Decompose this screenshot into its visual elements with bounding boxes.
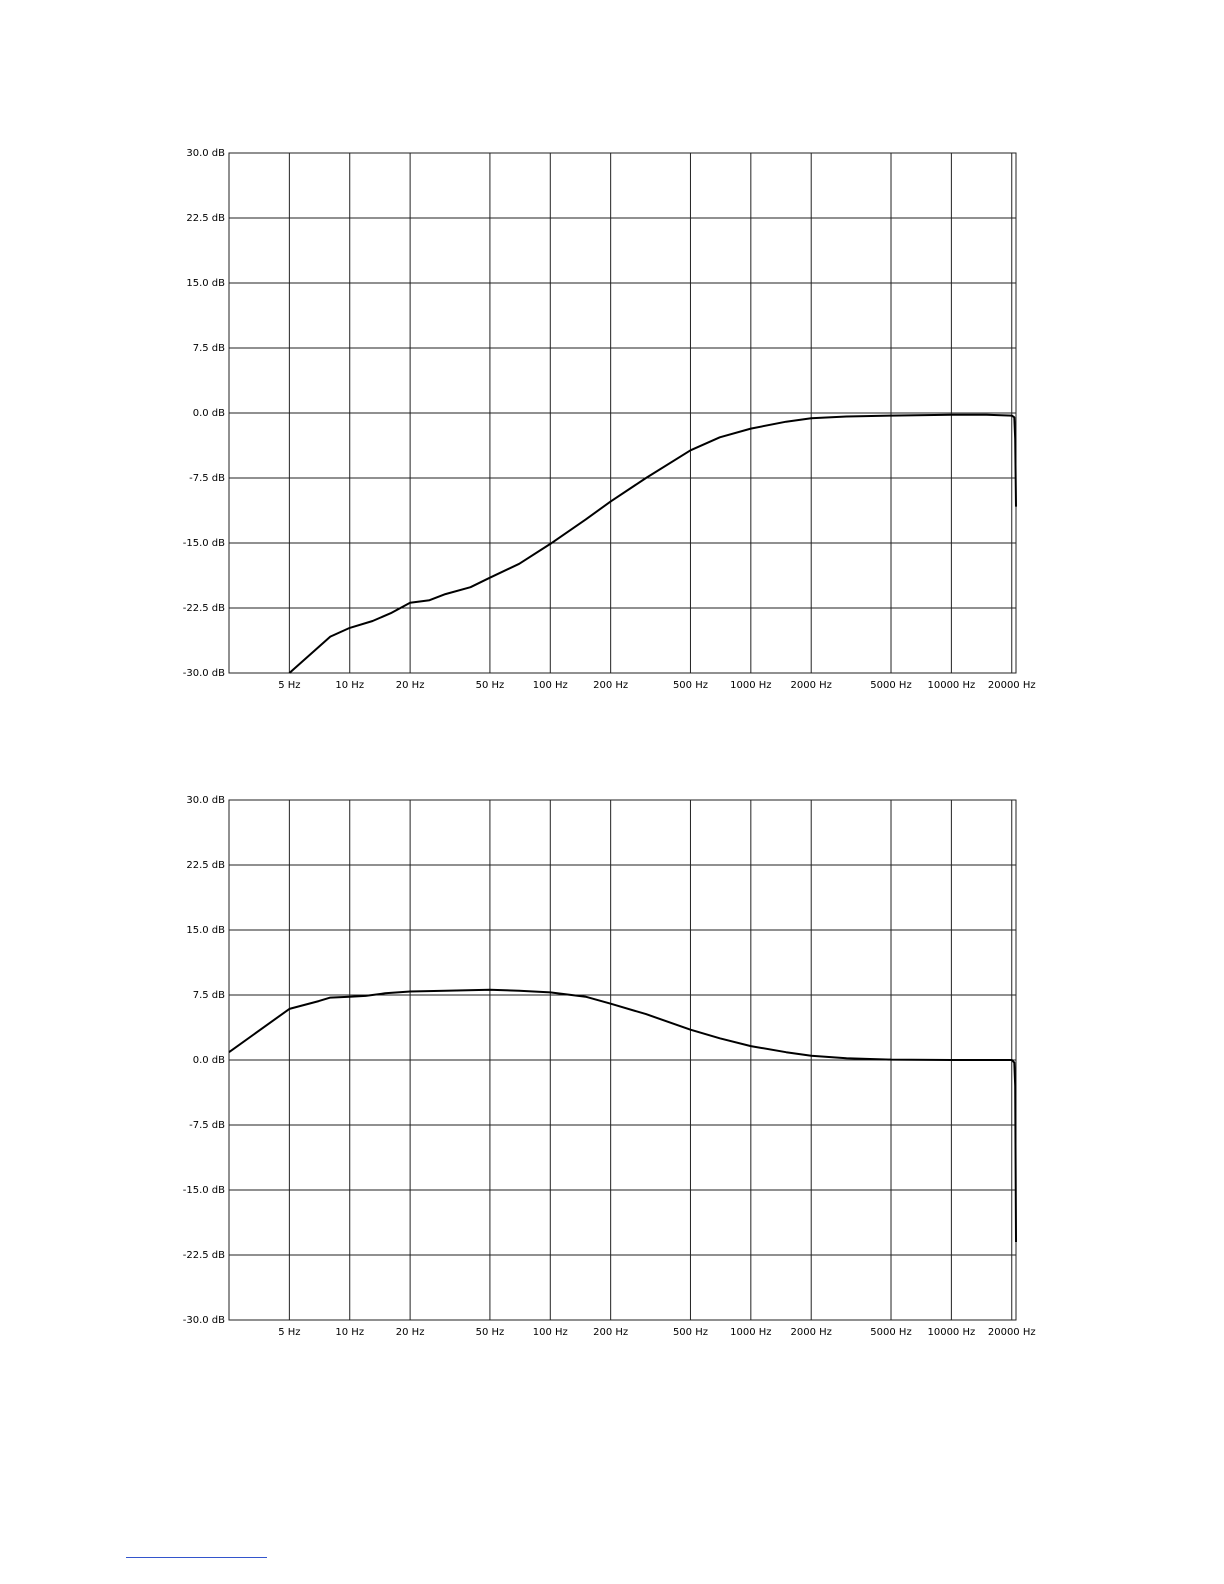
x-tick-label: 10 Hz	[335, 1327, 364, 1338]
x-tick-label: 2000 Hz	[791, 1327, 832, 1338]
x-tick-label: 500 Hz	[673, 1327, 708, 1338]
x-tick-label: 5000 Hz	[870, 1327, 911, 1338]
chart-svg-bottom: 30.0 dB 22.5 dB 15.0 dB 7.5 dB 0.0 dB -7.5 dB…	[183, 795, 1036, 1338]
frequency-response-chart-bottom: 30.0 dB 22.5 dB 15.0 dB 7.5 dB 0.0 dB -7.5 dB…	[0, 777, 1224, 1347]
x-tick-label: 20 Hz	[396, 1327, 425, 1338]
x-tick-label: 200 Hz	[593, 680, 628, 691]
y-tick-label: 22.5 dB	[186, 860, 225, 871]
response-curve-bottom	[228, 988, 1017, 1243]
x-tick-label: 1000 Hz	[730, 1327, 771, 1338]
plot-frame	[228, 799, 1017, 1321]
x-tick-label: 2000 Hz	[791, 680, 832, 691]
chart-svg-top: 30.0 dB 22.5 dB 15.0 dB 7.5 dB 0.0 dB -7.5 dB…	[183, 148, 1036, 691]
y-tick-label: -30.0 dB	[183, 668, 225, 679]
x-tick-label: 20000 Hz	[988, 680, 1036, 691]
x-tick-label: 500 Hz	[673, 680, 708, 691]
y-tick-label: -15.0 dB	[183, 538, 225, 549]
x-tick-label: 20000 Hz	[988, 1327, 1036, 1338]
y-tick-label: 30.0 dB	[186, 148, 225, 159]
y-tick-label: 0.0 dB	[193, 408, 225, 419]
y-tick-label: -22.5 dB	[183, 1250, 225, 1261]
plot-frame	[228, 152, 1017, 674]
y-tick-label: 7.5 dB	[193, 990, 225, 1001]
y-tick-label: -7.5 dB	[189, 473, 225, 484]
x-tick-label: 5 Hz	[278, 1327, 300, 1338]
footnote-separator-line	[126, 1557, 267, 1558]
x-tick-label: 5 Hz	[278, 680, 300, 691]
y-tick-label: 15.0 dB	[186, 925, 225, 936]
x-tick-label: 10000 Hz	[927, 1327, 975, 1338]
y-tick-label: 22.5 dB	[186, 213, 225, 224]
x-tick-label: 10000 Hz	[927, 680, 975, 691]
x-tick-label: 1000 Hz	[730, 680, 771, 691]
x-tick-label: 100 Hz	[533, 680, 568, 691]
x-tick-label: 50 Hz	[476, 680, 505, 691]
x-tick-label: 200 Hz	[593, 1327, 628, 1338]
y-tick-label: 30.0 dB	[186, 795, 225, 806]
x-tick-label: 50 Hz	[476, 1327, 505, 1338]
x-tick-label: 100 Hz	[533, 1327, 568, 1338]
frequency-response-chart-top: 30.0 dB 22.5 dB 15.0 dB 7.5 dB 0.0 dB -7.5 dB…	[0, 130, 1224, 700]
y-tick-label: -30.0 dB	[183, 1315, 225, 1326]
y-tick-label: 0.0 dB	[193, 1055, 225, 1066]
y-tick-label: -7.5 dB	[189, 1120, 225, 1131]
x-tick-label: 5000 Hz	[870, 680, 911, 691]
x-tick-label: 10 Hz	[335, 680, 364, 691]
y-tick-label: -15.0 dB	[183, 1185, 225, 1196]
y-tick-label: 15.0 dB	[186, 278, 225, 289]
response-curve-top	[288, 413, 1017, 674]
y-tick-label: 7.5 dB	[193, 343, 225, 354]
y-tick-label: -22.5 dB	[183, 603, 225, 614]
x-tick-label: 20 Hz	[396, 680, 425, 691]
